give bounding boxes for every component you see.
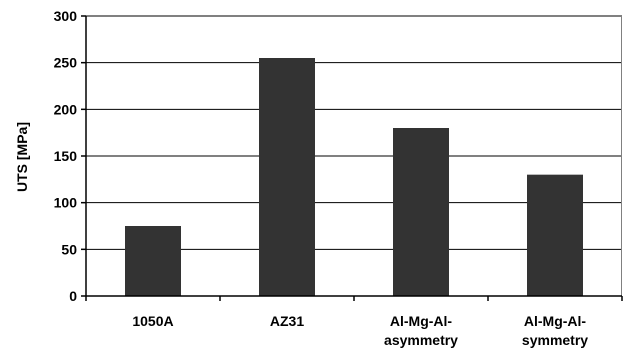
bar-al-mg-al-asymmetry <box>393 128 449 296</box>
y-axis-label: UTS [MPa] <box>14 122 30 192</box>
y-tick-label: 150 <box>54 148 78 164</box>
y-tick-label: 300 <box>54 8 78 24</box>
bars <box>125 58 583 296</box>
bar-az31 <box>259 58 315 296</box>
y-tick-labels: 0 50 100 150 200 250 300 <box>54 8 78 304</box>
y-tick-label: 200 <box>54 101 78 117</box>
y-tick-label: 50 <box>61 241 77 257</box>
bar-al-mg-al-symmetry <box>527 174 583 296</box>
x-tick-labels: 1050A AZ31 Al-Mg-Al-asymmetry Al-Mg-Al-symm… <box>132 313 588 348</box>
bar-1050a <box>125 226 181 296</box>
y-tick-label: 0 <box>69 288 77 304</box>
axes <box>81 15 623 301</box>
y-tick-label: 250 <box>54 55 78 71</box>
x-tick-label: Al-Mg-Al-symmetry <box>522 313 588 348</box>
x-tick-label: AZ31 <box>270 313 304 329</box>
x-tick-label: 1050A <box>132 313 173 329</box>
x-tick-label: Al-Mg-Al-asymmetry <box>384 313 458 348</box>
y-tick-label: 100 <box>54 195 78 211</box>
